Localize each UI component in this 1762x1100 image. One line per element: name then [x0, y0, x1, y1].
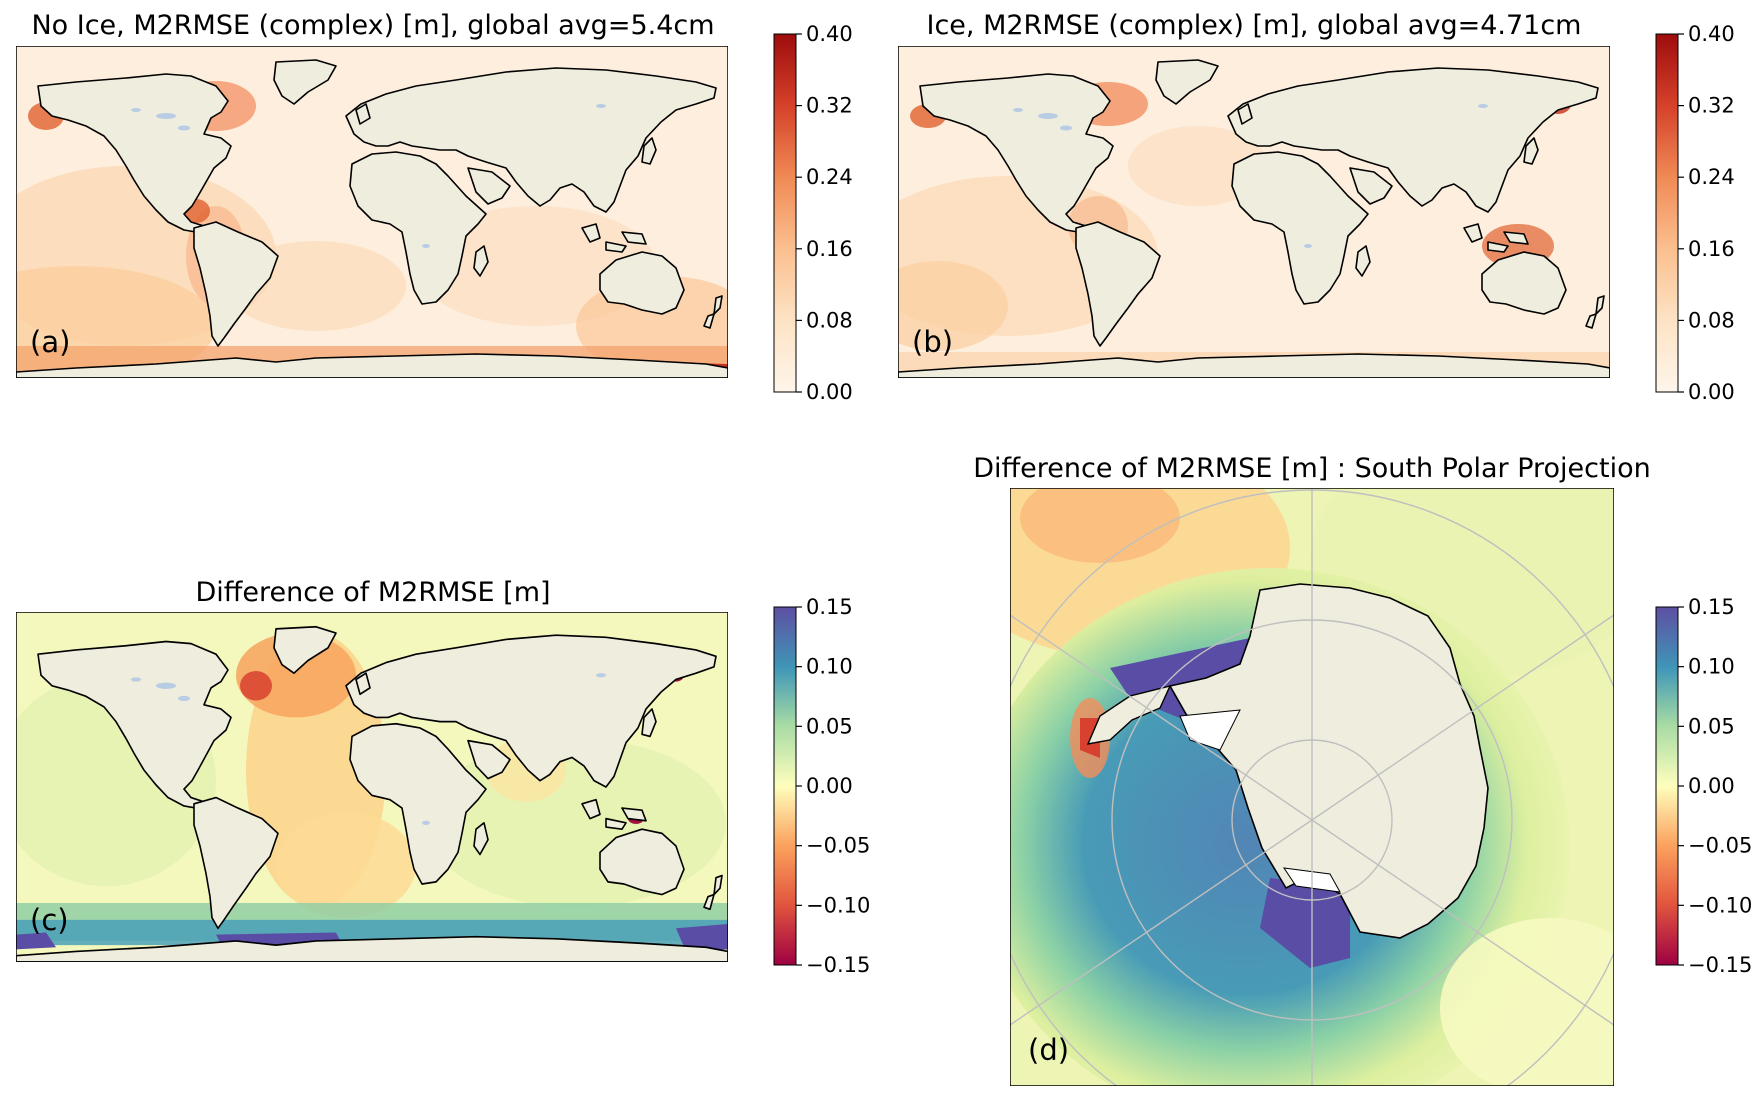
colorbar-tick-label: 0.00 — [806, 380, 853, 404]
panel-a-colorbar: 0.40 0.32 0.24 0.16 0.08 0.00 — [773, 22, 853, 404]
colorbar-tick-label: 0.00 — [1688, 774, 1735, 798]
colorbar-tick-label: 0.10 — [1688, 655, 1735, 679]
colorbar-tick-label: 0.40 — [806, 22, 853, 46]
panel-d-colorbar: 0.15 0.10 0.05 0.00 −0.05 −0.10 −0.15 — [1655, 595, 1752, 977]
panel-d: Difference of M2RMSE [m] : South Polar P… — [973, 453, 1752, 1086]
colorbar-tick-label: 0.15 — [1688, 595, 1735, 619]
panel-c-colorbar: 0.15 0.10 0.05 0.00 −0.05 −0.10 −0.15 — [773, 595, 870, 977]
colorbar-tick-label: 0.16 — [1688, 237, 1735, 261]
panel-c-label: (c) — [30, 903, 69, 937]
panel-b-map — [898, 46, 1610, 378]
panel-a: No Ice, M2RMSE (complex) [m], global avg… — [16, 10, 853, 404]
colorbar-tick-label: −0.10 — [1688, 893, 1752, 917]
panel-c-title: Difference of M2RMSE [m] — [195, 577, 550, 608]
panel-a-map — [16, 46, 728, 378]
colorbar-tick-label: 0.24 — [1688, 165, 1735, 189]
colorbar-tick-label: 0.08 — [1688, 308, 1735, 332]
colorbar-tick-label: 0.40 — [1688, 22, 1735, 46]
antarctica-outline — [1168, 583, 1489, 939]
panel-b-title: Ice, M2RMSE (complex) [m], global avg=4.… — [927, 10, 1582, 41]
colorbar-tick-label: 0.00 — [806, 774, 853, 798]
colorbar-tick-label: −0.05 — [806, 834, 870, 858]
colorbar-tick-label: −0.15 — [1688, 953, 1752, 977]
colorbar-tick-label: 0.10 — [806, 655, 853, 679]
colorbar-tick-label: 0.32 — [806, 94, 853, 118]
colorbar-tick-label: 0.24 — [806, 165, 853, 189]
panel-b: Ice, M2RMSE (complex) [m], global avg=4.… — [898, 10, 1735, 404]
colorbar-tick-label: 0.05 — [806, 714, 853, 738]
panel-d-map — [1010, 488, 1614, 1086]
colorbar-tick-label: 0.32 — [1688, 94, 1735, 118]
panel-d-gridlines — [1010, 488, 1614, 1086]
panel-d-label: (d) — [1028, 1033, 1069, 1067]
panel-b-colorbar: 0.40 0.32 0.24 0.16 0.08 0.00 — [1655, 22, 1735, 404]
panel-b-label: (b) — [912, 325, 953, 359]
colorbar-tick-label: 0.05 — [1688, 714, 1735, 738]
panel-a-title: No Ice, M2RMSE (complex) [m], global avg… — [31, 10, 714, 41]
colorbar-tick-label: −0.10 — [806, 893, 870, 917]
colorbar-tick-label: 0.00 — [1688, 380, 1735, 404]
colorbar-tick-label: 0.08 — [806, 308, 853, 332]
colorbar-tick-label: −0.05 — [1688, 834, 1752, 858]
panel-c-field — [16, 633, 728, 954]
panel-d-title: Difference of M2RMSE [m] : South Polar P… — [973, 453, 1650, 484]
panel-a-label: (a) — [30, 325, 70, 359]
colorbar-tick-label: −0.15 — [806, 953, 870, 977]
panel-c-map — [16, 612, 728, 962]
panel-c: Difference of M2RMSE [m] — [16, 577, 870, 977]
colorbar-tick-label: 0.16 — [806, 237, 853, 261]
colorbar-tick-label: 0.15 — [806, 595, 853, 619]
